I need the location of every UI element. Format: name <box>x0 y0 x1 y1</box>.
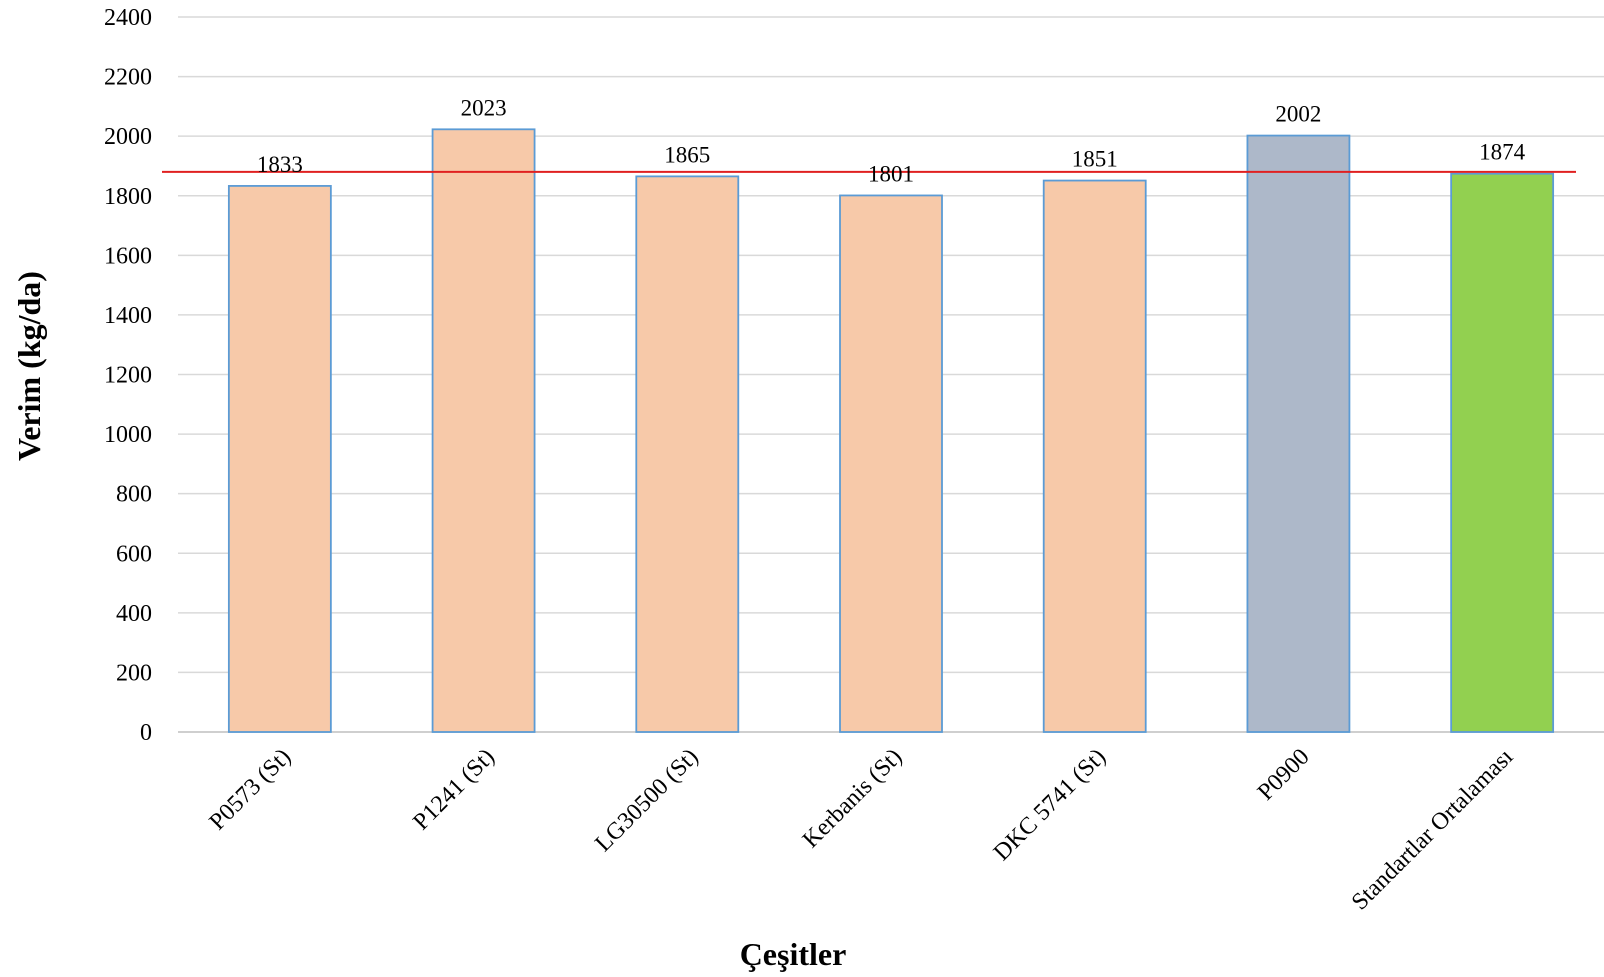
y-tick-label: 200 <box>116 660 152 686</box>
data-label: 1865 <box>664 142 710 167</box>
bar <box>1042 179 1147 733</box>
bar <box>635 175 740 733</box>
x-tick-label: Kerbanis (St) <box>798 744 907 853</box>
x-axis-ticks: P0573 (St) P1241 (St) LG30500 (St) Kerbanis… <box>205 744 1519 916</box>
x-axis-title: Çeşitler <box>740 936 847 972</box>
y-tick-label: 1600 <box>104 243 152 269</box>
y-tick-label: 0 <box>140 720 152 746</box>
bar <box>431 128 536 733</box>
y-tick-label: 2400 <box>104 5 152 31</box>
data-label: 2023 <box>461 95 507 120</box>
x-tick-label: P0573 (St) <box>205 744 296 835</box>
bar <box>839 194 943 733</box>
y-tick-label: 600 <box>116 541 152 567</box>
data-label: 2002 <box>1275 102 1321 127</box>
y-axis-ticks: 0 200 400 600 800 1000 1200 1400 1600 1800 2000 220… <box>104 5 152 746</box>
data-label: 1801 <box>868 161 914 186</box>
y-tick-label: 400 <box>116 601 152 627</box>
y-tick-label: 1200 <box>104 363 152 389</box>
y-tick-label: 1800 <box>104 184 152 210</box>
bar <box>227 185 332 733</box>
bars <box>227 128 1555 733</box>
y-tick-label: 800 <box>116 482 152 508</box>
data-labels: 1833 2023 1865 1801 1851 2002 1874 <box>257 95 1526 186</box>
y-tick-label: 1400 <box>104 303 152 329</box>
y-tick-label: 2000 <box>104 124 152 150</box>
bar <box>1246 134 1351 733</box>
y-axis-title: Verim (kg/da) <box>11 271 47 461</box>
x-tick-label: DKC 5741 (St) <box>989 744 1111 866</box>
data-label: 1874 <box>1479 140 1526 165</box>
bar <box>1450 172 1555 733</box>
x-tick-label: Standartlar Ortalaması <box>1347 744 1519 916</box>
data-label: 1833 <box>257 152 303 177</box>
data-label: 1851 <box>1072 147 1118 172</box>
y-tick-label: 2200 <box>104 65 152 91</box>
x-tick-label: LG30500 (St) <box>590 744 703 857</box>
y-tick-label: 1000 <box>104 422 152 448</box>
x-tick-label: P0900 <box>1253 744 1315 806</box>
x-tick-label: P1241 (St) <box>408 744 499 835</box>
